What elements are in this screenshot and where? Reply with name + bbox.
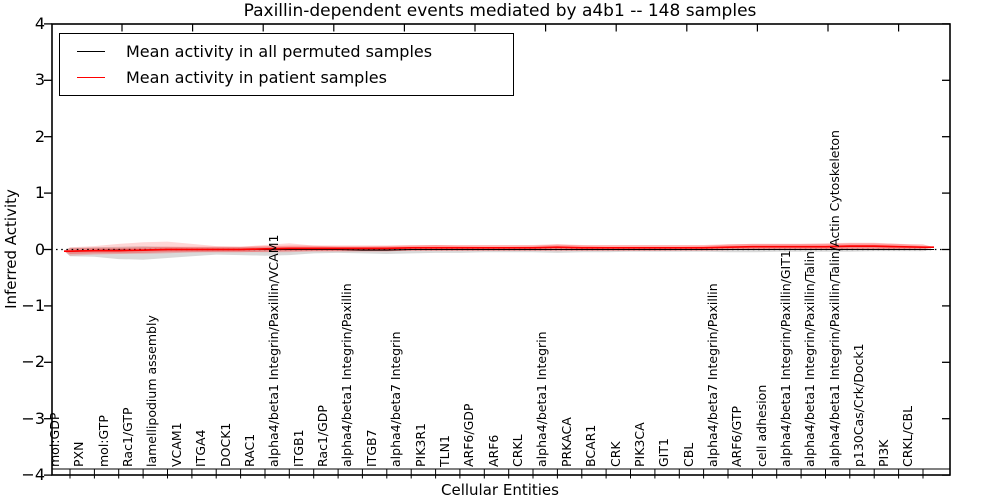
x-tick-label: alpha4/beta1 Integrin/Paxillin/Talin/Act… (826, 130, 842, 467)
y-tick-label: −2 (21, 352, 45, 372)
x-tick-label: lamellipodium assembly (144, 315, 160, 467)
x-tick-label: PIK3CA (631, 422, 647, 467)
x-tick-label: ITGB7 (363, 429, 379, 467)
legend-label: Mean activity in all permuted samples (126, 41, 433, 61)
y-tick-label: 1 (34, 183, 45, 203)
x-tick-label: TLN1 (436, 435, 452, 467)
x-tick-label: ITGB1 (290, 429, 306, 467)
y-tick-label: 3 (34, 70, 45, 90)
x-tick-label: Rac1/GTP (120, 407, 136, 467)
y-tick-label: −3 (21, 408, 45, 428)
y-tick-label: 2 (34, 126, 45, 146)
x-tick-label: DOCK1 (217, 422, 233, 467)
permuted-line-swatch-icon (77, 50, 105, 52)
x-tick-label: ARF6 (485, 434, 501, 467)
x-tick-label: VCAM1 (168, 422, 184, 467)
x-tick-label: alpha4/beta1 Integrin/Paxillin/GIT1 (778, 250, 794, 467)
y-tick-label: −1 (21, 295, 45, 315)
x-tick-label: alpha4/beta1 Integrin/Paxillin/VCAM1 (266, 234, 282, 467)
x-tick-label: PXN (71, 441, 87, 467)
x-tick-label: CBL (680, 442, 696, 467)
x-tick-label: ITGA4 (193, 429, 209, 467)
x-tick-label: PI3K (875, 439, 891, 467)
x-tick-label: PIK3R1 (412, 422, 428, 467)
x-tick-label: PRKACA (558, 417, 574, 467)
x-tick-label: alpha4/beta1 Integrin (534, 331, 550, 467)
x-tick-label: alpha4/beta1 Integrin/Paxillin (339, 283, 355, 467)
x-axis-label: Cellular Entities (441, 481, 559, 499)
x-tick-label: ARF6/GDP (461, 403, 477, 467)
x-tick-label: mol:GTP (95, 415, 111, 467)
legend-item-patient: Mean activity in patient samples (77, 68, 513, 87)
patient-line-swatch-icon (77, 77, 105, 79)
x-tick-label: CRKL/CBL (899, 405, 915, 467)
y-tick-label: 0 (34, 239, 45, 259)
x-tick-label: alpha4/beta7 Integrin (388, 331, 404, 467)
x-tick-label: alpha4/beta1 Integrin/Paxillin/Talin (802, 251, 818, 467)
y-tick-label: −4 (21, 465, 45, 485)
x-tick-label: ARF6/GTP (729, 405, 745, 467)
legend-label: Mean activity in patient samples (126, 68, 387, 88)
x-tick-label: Rac1/GDP (315, 405, 331, 467)
x-tick-label: alpha4/beta7 Integrin/Paxillin (704, 283, 720, 467)
x-tick-label: cell adhesion (753, 384, 769, 467)
x-tick-label: CRK (607, 441, 623, 467)
x-tick-label: mol:GDP (47, 412, 62, 467)
patient-mean-line (64, 245, 934, 253)
x-tick-label: GIT1 (656, 438, 672, 467)
legend: Mean activity in all permuted samples Me… (59, 33, 514, 96)
x-tick-label: p130Cas/Crk/Dock1 (851, 343, 867, 467)
x-tick-label: BCAR1 (583, 424, 599, 467)
chart-title: Paxillin-dependent events mediated by a4… (243, 1, 757, 21)
x-tick-label: CRKL (510, 434, 526, 467)
y-tick-label: 4 (34, 13, 45, 33)
legend-item-permuted: Mean activity in all permuted samples (77, 42, 513, 61)
x-tick-label: RAC1 (241, 433, 257, 467)
